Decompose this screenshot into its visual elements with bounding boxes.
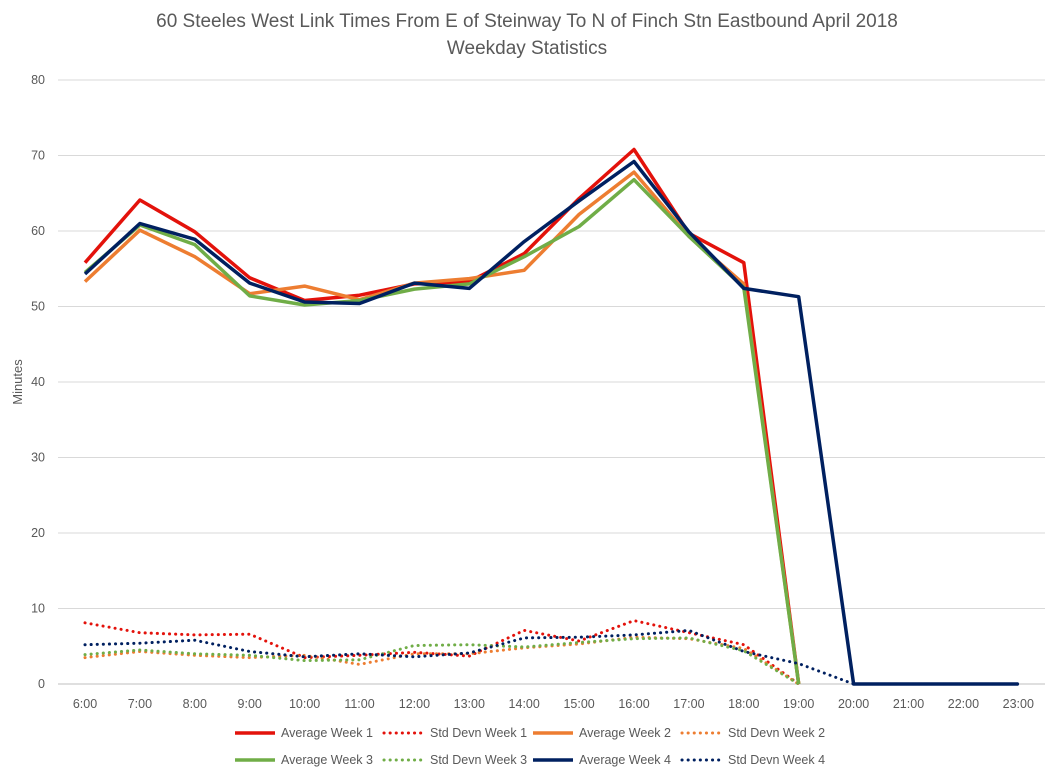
y-axis-ticks: 0 10 20 30 40 50 60 70 80: [31, 73, 45, 691]
x-tick-label: 19:00: [783, 697, 814, 711]
y-tick-label: 40: [31, 375, 45, 389]
x-tick-label: 8:00: [183, 697, 207, 711]
series-lines: [83, 147, 1020, 686]
gridlines: [58, 79, 1045, 685]
x-tick-label: 20:00: [838, 697, 869, 711]
legend-label: Std Devn Week 4: [728, 753, 825, 767]
series-line-average-week-2: [83, 170, 801, 685]
legend-label: Std Devn Week 3: [430, 753, 527, 767]
legend-label: Average Week 3: [281, 753, 373, 767]
y-tick-label: 80: [31, 73, 45, 87]
legend-label: Std Devn Week 1: [430, 726, 527, 740]
series-line-average-week-1: [83, 147, 801, 685]
y-tick-label: 50: [31, 300, 45, 314]
y-axis-title: Minutes: [10, 359, 25, 405]
legend-label: Std Devn Week 2: [728, 726, 825, 740]
y-tick-label: 10: [31, 602, 45, 616]
x-tick-label: 13:00: [454, 697, 485, 711]
series-line-average-week-4: [83, 159, 1019, 686]
x-tick-label: 7:00: [128, 697, 152, 711]
x-tick-label: 18:00: [728, 697, 759, 711]
y-tick-label: 60: [31, 224, 45, 238]
series-line-std-devn-week-3: [83, 636, 801, 686]
x-tick-label: 6:00: [73, 697, 97, 711]
legend-label: Average Week 4: [579, 753, 671, 767]
x-tick-label: 22:00: [948, 697, 979, 711]
y-tick-label: 70: [31, 149, 45, 163]
x-tick-label: 16:00: [618, 697, 649, 711]
x-tick-label: 15:00: [563, 697, 594, 711]
chart-title: 60 Steeles West Link Times From E of Ste…: [156, 11, 898, 32]
x-axis-ticks: 6:00 7:00 8:00 9:00 10:00 11:00 12:00 13:00 14:0…: [73, 697, 1034, 711]
y-tick-label: 30: [31, 451, 45, 465]
y-tick-label: 0: [38, 677, 45, 691]
x-tick-label: 14:00: [509, 697, 540, 711]
x-tick-label: 9:00: [238, 697, 262, 711]
y-tick-label: 20: [31, 526, 45, 540]
x-tick-label: 17:00: [673, 697, 704, 711]
x-tick-label: 21:00: [893, 697, 924, 711]
legend-label: Average Week 2: [579, 726, 671, 740]
legend-label: Average Week 1: [281, 726, 373, 740]
chart-subtitle: Weekday Statistics: [447, 38, 607, 59]
legend: Average Week 1 Std Devn Week 1 Average Wee…: [235, 726, 825, 767]
x-tick-label: 10:00: [289, 697, 320, 711]
x-tick-label: 23:00: [1003, 697, 1034, 711]
x-tick-label: 12:00: [399, 697, 430, 711]
x-tick-label: 11:00: [344, 697, 374, 711]
series-line-std-devn-week-4: [83, 628, 1020, 686]
